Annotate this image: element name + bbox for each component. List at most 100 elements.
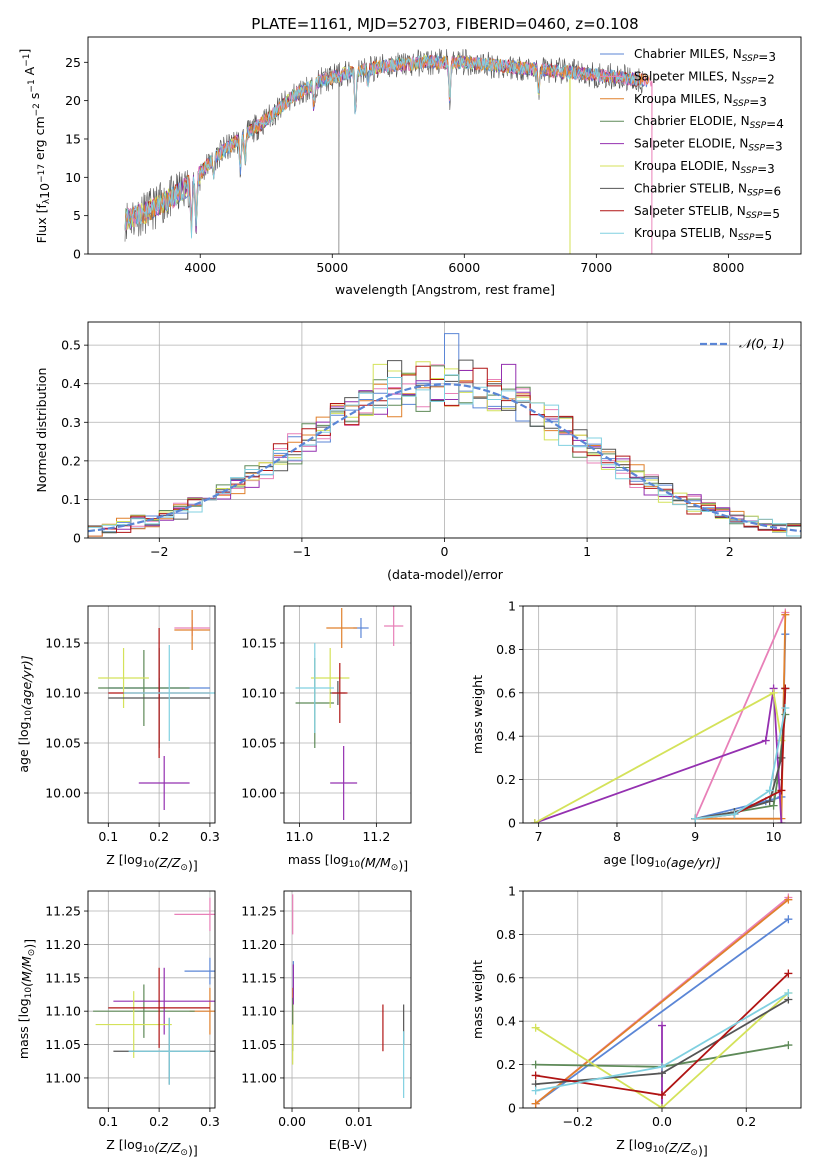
x-tick-label: −1 [293,544,311,559]
label-part: Kroupa STELIB, N [634,226,738,240]
label-part: (age/yr)] [666,855,721,870]
series-marker [531,1023,540,1032]
y-tick-label: 11.00 [241,1070,277,1085]
y-tick-label: 11.05 [45,1037,81,1052]
label-part: SSP [750,121,767,131]
label-part: SSP [733,99,750,109]
mass-vs-ebv-plot-area [284,891,411,1108]
label-part: mass [log [288,852,349,867]
histogram-step [88,374,801,538]
y-tick-label: 0 [508,816,516,831]
series-marker [765,786,774,795]
legend-entry: Salpeter MILES, NSSP=2 [634,69,775,86]
massweight-vs-Z-plot-area [523,891,801,1108]
label-part: (age/yr)] [19,655,34,710]
label-part: 10 [24,710,34,722]
series-marker [769,801,778,810]
series-marker [777,753,786,762]
y-axis-label: Normed distribution [34,368,49,493]
label-part: ⊙ [180,863,188,873]
series-marker [691,814,700,823]
x-tick-label: 0.1 [98,829,118,844]
age-vs-mass-plot-area [284,606,411,823]
series-marker [658,1104,666,1108]
y-tick-label: 10 [65,170,81,185]
y-tick-label: 0.4 [496,729,516,744]
label-part: )] [698,1143,708,1158]
label-part: Chabrier ELODIE, N [634,114,750,128]
y-tick-label: 10.10 [241,686,277,701]
x-tick-label: 0 [441,544,449,559]
axes-frame [283,605,412,824]
label-part: )] [398,858,408,873]
legend-entry: Chabrier MILES, NSSP=3 [634,47,776,64]
series-line [535,898,789,1105]
age-vs-Z-plot-area [88,606,215,823]
label-part: =2 [757,72,775,86]
label-part: (Z/Z [154,855,181,870]
y-axis-label: mass [log10(M/M⊙)] [16,939,37,1059]
label-part: =3 [757,162,775,176]
y-tick-label: 15 [65,131,81,146]
spectrum-line [124,55,643,231]
label-part: Z [log [106,852,142,867]
series-marker [658,1090,666,1099]
label-part: −17 [37,164,47,183]
x-tick-label: 2 [726,544,734,559]
label-part: =6 [764,184,782,198]
series-marker [761,736,770,745]
y-axis-label: Flux [fλ10−17 erg cm−2 s−1 A−1] [17,49,52,244]
label-part: Z [log [106,1137,142,1152]
label-part: SSP [741,76,758,86]
label-part: 10 [143,860,155,870]
series-marker [658,1062,666,1071]
axes-frame [522,890,802,1109]
series-marker [530,819,539,823]
y-tick-label: 0 [73,247,81,262]
label-part: ⊙ [391,863,399,873]
series-marker [658,1021,666,1030]
series-line [534,691,783,823]
label-part: =3 [749,95,767,109]
mass-vs-ebv-axes: 0.00 0.01 11.00 11.05 11.10 11.15 11.20 11.25 E(… [241,890,412,1152]
label-part: A [22,66,37,79]
y-tick-label: 10.00 [45,786,81,801]
x-tick-label: 1 [583,544,591,559]
axes-frame [283,890,412,1109]
x-tick-label: 4000 [184,260,216,275]
legend-entry: Salpeter ELODIE, NSSP=3 [634,137,783,154]
y-tick-label: 0 [73,531,81,546]
series-marker [784,1041,793,1050]
y-tick-label: 11.00 [45,1070,81,1085]
label-part: =3 [758,50,776,64]
label-part: ⊙ [180,1148,188,1158]
y-axis-label: mass weight [470,960,485,1039]
legend-entry: Chabrier ELODIE, NSSP=4 [634,114,784,131]
x-axis-label: wavelength [Angstrom, rest frame] [335,282,555,297]
spectrum-line [124,55,643,231]
series-marker [777,786,786,795]
label-part: SSP [738,233,755,243]
x-axis-label: E(B-V) [329,1137,368,1152]
y-tick-label: 11.20 [45,937,81,952]
y-tick-label: 5 [73,208,81,223]
y-tick-label: 0.2 [496,1057,516,1072]
x-tick-label: 11.2 [362,829,390,844]
series-line [535,992,790,1108]
x-tick-label: 0.3 [200,829,220,844]
label-part: =5 [762,207,780,221]
x-tick-label: 5000 [316,260,348,275]
y-tick-label: 11.10 [45,1004,81,1019]
label-part: Salpeter MILES, N [634,69,741,83]
label-part: Kroupa MILES, N [634,92,733,106]
axes-frame [87,890,216,1109]
label-part: (Z/Z [664,1140,691,1155]
x-tick-label: 6000 [448,260,480,275]
series-marker [769,688,778,697]
label-part: Flux [f [34,204,49,244]
label-part: 10 [655,860,667,870]
y-tick-label: 0.6 [496,970,516,985]
